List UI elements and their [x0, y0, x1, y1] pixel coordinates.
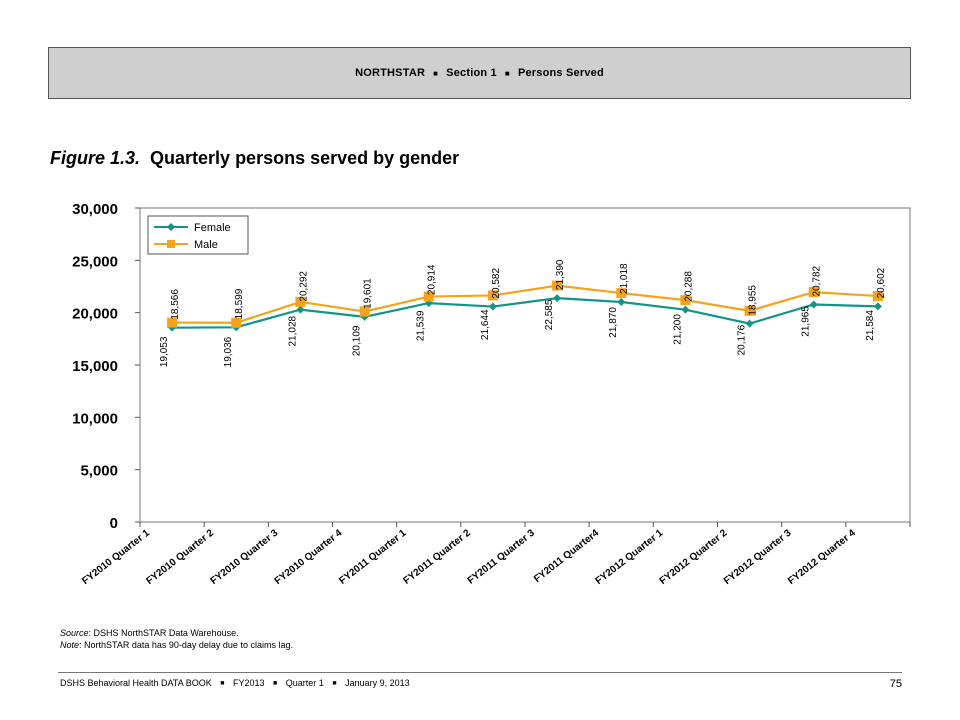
- female-data-label: 19,601: [363, 278, 374, 309]
- chart-notes: Source: DSHS NorthSTAR Data Warehouse. N…: [60, 627, 293, 651]
- female-point: [809, 300, 818, 309]
- female-point: [424, 299, 433, 308]
- female-point: [617, 298, 626, 307]
- male-point: [423, 291, 434, 302]
- female-point: [488, 302, 497, 311]
- footer-segment-3: Quarter 1: [285, 678, 324, 688]
- x-tick-label: FY2012 Quarter 4: [786, 527, 858, 587]
- y-tick-label: 20,000: [72, 306, 118, 323]
- header-separator-1: ■: [433, 68, 439, 78]
- male-data-label: 21,870: [608, 307, 619, 338]
- y-tick-label: 15,000: [72, 358, 118, 375]
- male-point: [487, 290, 498, 301]
- female-point: [745, 319, 754, 328]
- footer-separator-1: ■: [220, 680, 225, 687]
- y-tick-label: 10,000: [72, 410, 118, 427]
- female-data-label: 20,288: [683, 271, 694, 302]
- source-text: : DSHS NorthSTAR Data Warehouse.: [88, 628, 239, 638]
- note-text: : NorthSTAR data has 90-day delay due to…: [79, 640, 293, 650]
- male-point: [616, 288, 627, 299]
- male-data-label: 20,176: [737, 324, 748, 355]
- legend-box: [147, 215, 249, 255]
- x-tick-label: FY2011 Quarter4: [532, 527, 601, 585]
- male-point: [552, 280, 563, 291]
- header-segment-2: Section 1: [446, 67, 497, 79]
- x-tick-label: FY2011 Quarter 1: [337, 527, 409, 586]
- page-header-bar: NORTHSTAR ■ Section 1 ■ Persons Served: [48, 47, 911, 99]
- male-data-label: 19,053: [159, 336, 170, 367]
- legend-label-female: Female: [194, 222, 231, 234]
- male-point: [680, 295, 691, 306]
- male-line: [172, 284, 878, 324]
- male-point: [295, 296, 306, 307]
- female-data-label: 18,599: [234, 288, 245, 319]
- female-point: [681, 305, 690, 314]
- male-data-label: 21,028: [287, 315, 298, 346]
- x-tick-label: FY2010 Quarter 3: [209, 527, 281, 587]
- y-tick-label: 5,000: [80, 463, 118, 480]
- female-data-label: 21,390: [555, 259, 566, 290]
- male-point: [872, 291, 883, 302]
- male-point: [231, 317, 242, 328]
- male-data-label: 19,036: [223, 336, 234, 367]
- footer-separator-2: ■: [273, 680, 278, 687]
- x-tick-label: FY2011 Quarter 3: [466, 527, 538, 586]
- footer-segment-4: January 9, 2013: [345, 678, 410, 688]
- female-data-label: 20,782: [812, 265, 823, 296]
- header-segment-1: NORTHSTAR: [355, 67, 426, 79]
- male-point: [808, 287, 819, 298]
- male-point: [167, 317, 178, 328]
- y-tick-label: 30,000: [72, 201, 118, 218]
- male-data-label: 21,539: [416, 310, 427, 341]
- note-label: Note: [60, 640, 80, 650]
- x-tick-label: FY2010 Quarter 1: [80, 527, 152, 587]
- line-chart: 0 5,000 10,000 15,000 20,000 25,000 30,000 FY20…: [72, 201, 911, 587]
- legend-marker-male: [167, 240, 175, 248]
- male-data-label: 20,109: [352, 325, 363, 356]
- male-data-label: 22,585: [544, 299, 555, 330]
- header-separator-2: ■: [504, 68, 510, 78]
- female-data-label: 20,602: [876, 267, 887, 298]
- x-tick-label: FY2012 Quarter 2: [658, 527, 730, 587]
- female-data-label: 21,018: [619, 263, 630, 294]
- x-tick-label: FY2012 Quarter 3: [722, 527, 794, 587]
- male-data-label: 21,965: [801, 306, 812, 337]
- legend-marker-female: [167, 223, 175, 231]
- female-data-label: 20,582: [491, 268, 502, 299]
- x-tick-label: FY2012 Quarter 1: [594, 527, 666, 587]
- x-tick-label: FY2010 Quarter 2: [144, 527, 216, 587]
- female-point: [553, 294, 562, 303]
- male-point: [359, 306, 370, 317]
- male-data-label: 21,584: [865, 310, 876, 341]
- female-data-label: 18,955: [748, 285, 759, 316]
- footer-segment-1: DSHS Behavioral Health DATA BOOK: [60, 678, 212, 688]
- female-data-label: 20,914: [427, 264, 438, 295]
- footer-divider: [58, 672, 902, 673]
- female-data-label: 20,292: [298, 271, 309, 302]
- legend-label-male: Male: [194, 239, 218, 251]
- y-tick-label: 25,000: [72, 253, 118, 270]
- female-point: [873, 302, 882, 311]
- plot-area: [139, 207, 911, 523]
- figure-caption: Quarterly persons served by gender: [150, 148, 460, 168]
- page-footer: DSHS Behavioral Health DATA BOOK ■ FY201…: [60, 678, 410, 688]
- figure-label: Figure 1.3.: [50, 148, 141, 168]
- female-data-label: 18,566: [170, 289, 181, 320]
- page-number: 75: [889, 678, 902, 690]
- female-line: [172, 297, 878, 329]
- footer-separator-3: ■: [332, 680, 337, 687]
- x-tick-label: FY2010 Quarter 4: [273, 527, 345, 587]
- delay-note: Note: NorthSTAR data has 90-day delay du…: [60, 639, 293, 651]
- header-segment-3: Persons Served: [517, 67, 604, 79]
- figure-title: Figure 1.3. Quarterly persons served by g…: [50, 148, 459, 169]
- female-point: [296, 305, 305, 314]
- male-data-label: 21,644: [480, 309, 491, 340]
- y-tick-label: 0: [110, 515, 118, 532]
- source-label: Source: [60, 628, 89, 638]
- male-data-label: 21,200: [672, 314, 683, 345]
- male-point: [744, 305, 755, 316]
- footer-segment-2: FY2013: [233, 678, 265, 688]
- x-tick-label: FY2011 Quarter 2: [402, 527, 474, 586]
- source-note: Source: DSHS NorthSTAR Data Warehouse.: [60, 627, 293, 639]
